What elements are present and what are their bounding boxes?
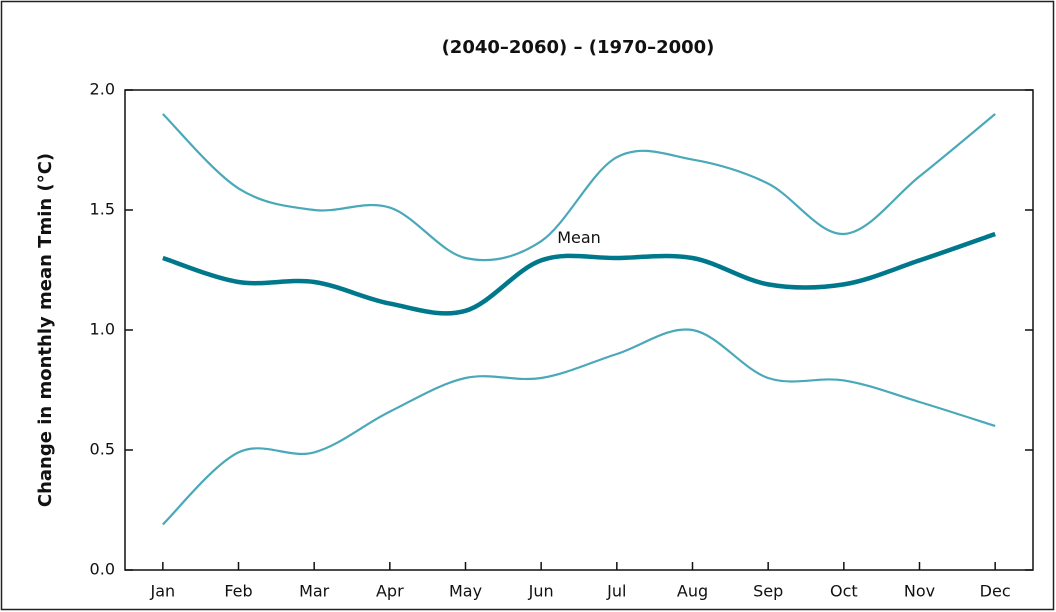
x-tick-label: Jun [528,582,554,601]
y-tick-label: 0.0 [90,560,115,579]
x-tick-label: Oct [830,582,858,601]
x-tick-label: Jan [149,582,175,601]
series-line [162,328,996,526]
series-line [162,113,996,262]
x-tick-label: Aug [677,582,708,601]
x-tick-label: Sep [753,582,783,601]
y-tick-label: 1.5 [90,200,115,219]
x-tick-label: Apr [376,582,404,601]
x-tick-label: May [449,582,482,601]
x-tick-label: Dec [980,582,1011,601]
series-line [162,231,996,316]
x-tick-label: Nov [904,582,935,601]
chart-title: (2040–2060) – (1970–2000) [442,37,715,58]
y-axis-label: Change in monthly mean Tmin (°C) [35,153,56,507]
y-tick-label: 1.0 [90,320,115,339]
y-tick-label: 2.0 [90,80,115,99]
x-tick-label: Mar [299,582,330,601]
y-tick-label: 0.5 [90,440,115,459]
x-tick-label: Jul [606,582,626,601]
series-label: Mean [557,228,601,247]
x-tick-label: Feb [224,582,252,601]
plot-area [124,89,1034,571]
